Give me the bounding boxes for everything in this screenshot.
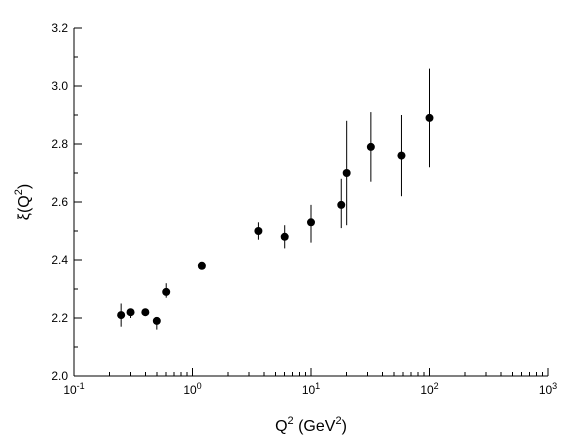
y-tick-label: 2.4: [51, 253, 68, 267]
y-tick-label: 2.8: [51, 137, 68, 151]
y-tick-label: 2.0: [51, 369, 68, 383]
data-point: [254, 227, 263, 235]
y-tick-label: 2.2: [51, 311, 68, 325]
axes: [73, 28, 548, 377]
x-tick-label: 100: [183, 381, 201, 397]
data-point: [152, 316, 161, 325]
data-point: [307, 218, 315, 227]
data-point: [141, 308, 150, 317]
data-points: [117, 113, 434, 325]
data-point: [342, 169, 351, 177]
x-tick-label: 101: [302, 381, 320, 397]
data-point: [337, 200, 346, 209]
x-tick-label: 10-1: [63, 381, 84, 397]
data-point: [117, 311, 126, 320]
tick-labels: 2.0 2.2 2.4 2.6 2.8 3.0 3.2 10-1 100 101 102 103: [51, 21, 557, 397]
y-tick-label: 3.2: [51, 21, 68, 35]
data-point: [280, 232, 289, 241]
x-tick-label: 102: [420, 381, 438, 397]
y-tick-label: 3.0: [51, 79, 68, 93]
data-point: [397, 151, 406, 160]
data-point: [197, 261, 206, 270]
data-point: [162, 287, 171, 296]
y-tick-label: 2.6: [51, 195, 68, 209]
data-point: [126, 308, 135, 317]
x-axis-title: Q2 (GeV2): [275, 415, 347, 435]
y-axis-title: ξ(Q2): [13, 184, 33, 220]
x-tick-label: 103: [539, 381, 557, 397]
axis-ticks: [73, 27, 549, 377]
data-point: [425, 113, 434, 122]
data-point: [366, 142, 375, 151]
